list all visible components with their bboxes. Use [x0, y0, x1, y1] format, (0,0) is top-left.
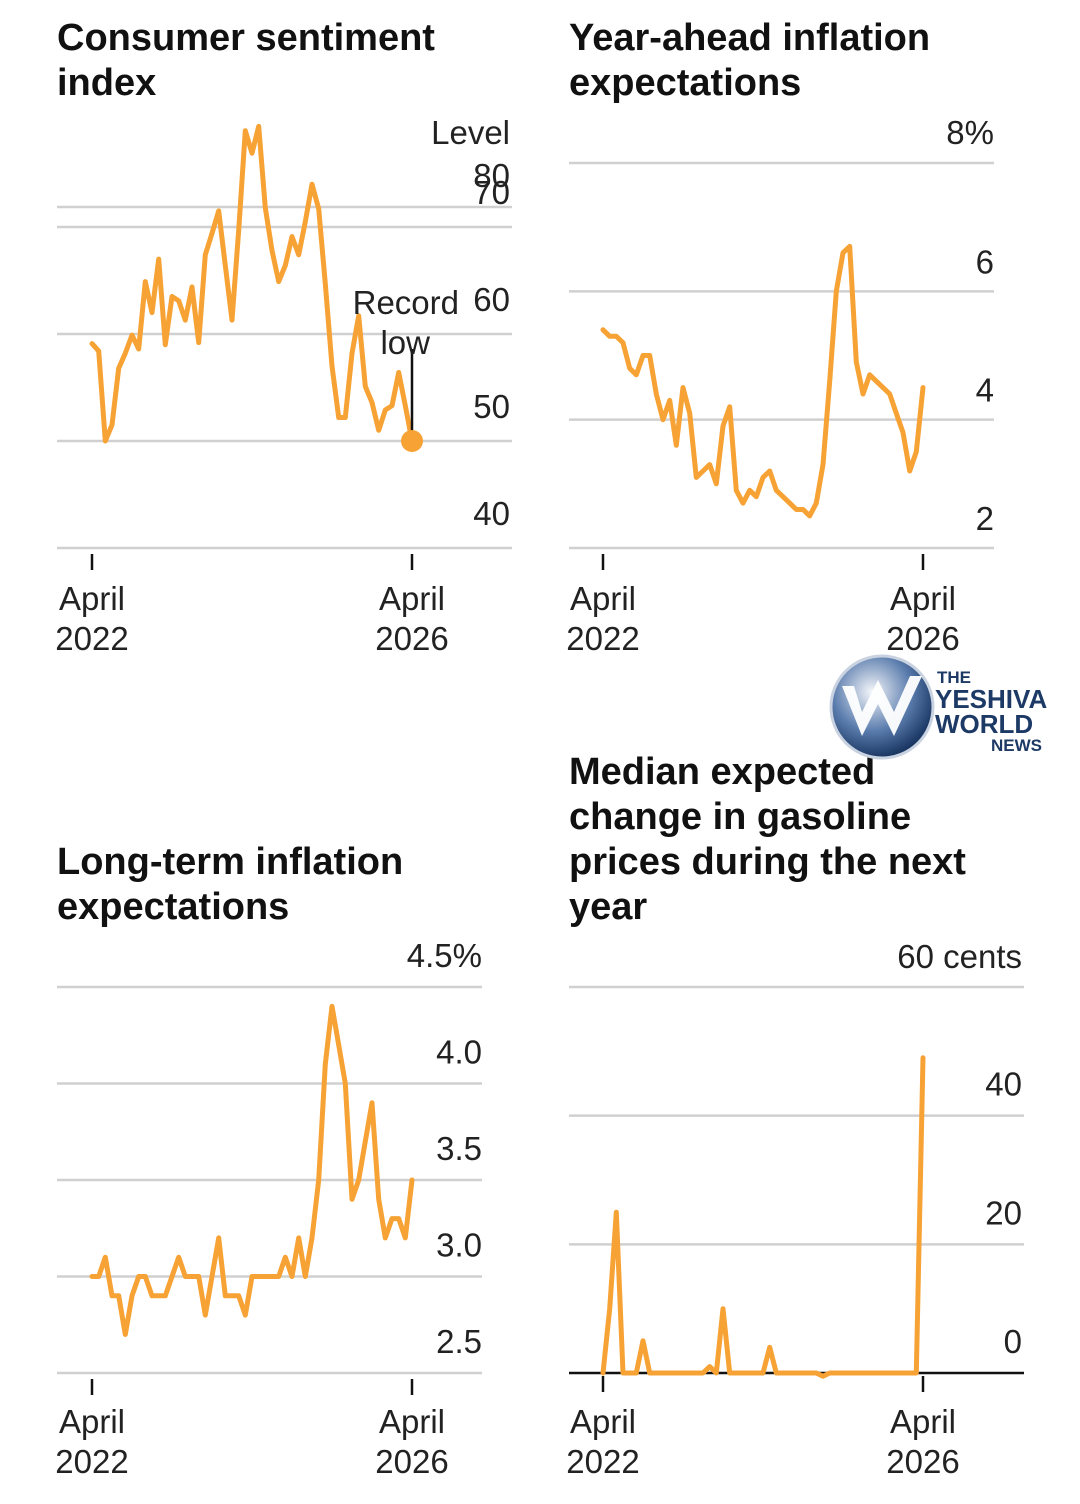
panel-long-term-inflation: Long-term inflation expectations 4.5% 4.0… [55, 841, 482, 1480]
chart-title-line: Consumer sentiment [57, 17, 435, 59]
y-tick-label: 3.5 [436, 1130, 482, 1167]
chart-title-line: expectations [57, 886, 289, 928]
y-tick-label: 0 [1004, 1323, 1022, 1360]
y-tick-label: 2 [976, 500, 994, 537]
logo-w-icon [842, 676, 922, 736]
y-tick-label: 20 [985, 1194, 1022, 1231]
chart-title-line: Long-term inflation [57, 841, 403, 883]
x-tick-label: April [59, 580, 125, 617]
y-tick-label: 70 [473, 174, 510, 211]
y-tick-label: 4.5% [407, 937, 482, 974]
logo-text-news: NEWS [991, 736, 1042, 755]
y-tick-label: 40 [985, 1066, 1022, 1103]
x-tick-label: April [59, 1403, 125, 1440]
series-line-gasoline [600, 1055, 926, 1379]
watermark-logo: THE YESHIVA WORLD NEWS [829, 654, 1047, 760]
y-tick-label: 60 [473, 281, 510, 318]
x-tick-label: April [890, 1403, 956, 1440]
x-tick-label: 2026 [375, 620, 448, 657]
y-tick-label: 50 [473, 388, 510, 425]
y-tick-label: 80 [473, 157, 510, 194]
x-tick-label: April [890, 580, 956, 617]
series-line-year-ahead-inflation [600, 243, 926, 519]
unit-label: 60 cents [897, 938, 1022, 975]
x-tick-label: April [570, 1403, 636, 1440]
annotation-text-line: Record [353, 284, 459, 321]
chart-title-line: Year-ahead inflation [569, 17, 930, 59]
chart-title-line: index [57, 62, 156, 104]
x-tick-label: April [570, 580, 636, 617]
x-tick-label: April [379, 1403, 445, 1440]
y-tick-label: 4 [976, 372, 994, 409]
x-tick-label: 2026 [886, 620, 959, 657]
chart-title-line: change in gasoline [569, 796, 911, 838]
y-tick-label: 6 [976, 243, 994, 280]
panel-year-ahead-inflation: Year-ahead inflation expectations 8%642 … [566, 17, 994, 657]
logo-text-the: THE [937, 668, 971, 687]
logo-text-yeshiva: YESHIVA [935, 684, 1047, 714]
y-tick-label: 4.0 [436, 1034, 482, 1071]
x-tick-label: 2022 [55, 1443, 128, 1480]
x-tick-label: 2022 [566, 1443, 639, 1480]
x-tick-label: 2022 [55, 620, 128, 657]
x-tick-label: 2022 [566, 620, 639, 657]
chart-title-line: prices during the next [569, 841, 966, 883]
annotation-text-line: low [380, 324, 430, 361]
y-tick-label: 8% [946, 114, 994, 151]
y-tick-label: 40 [473, 495, 510, 532]
logo-text-world: WORLD [935, 709, 1033, 739]
x-tick-label: 2026 [375, 1443, 448, 1480]
chart-title-line: year [569, 886, 647, 928]
panel-gasoline-prices: Median expected change in gasoline price… [566, 751, 1024, 1480]
y-tick-label: 3.0 [436, 1227, 482, 1264]
series-line-long-term-inflation [89, 1003, 415, 1337]
series-line-consumer-sentiment [89, 123, 415, 444]
chart-title-line: expectations [569, 62, 801, 104]
chart-title-line: Median expected [569, 751, 875, 793]
record-low-marker [401, 430, 423, 452]
x-tick-label: April [379, 580, 445, 617]
x-tick-label: 2026 [886, 1443, 959, 1480]
unit-label: Level [431, 114, 510, 151]
y-tick-label: 2.5 [436, 1323, 482, 1360]
